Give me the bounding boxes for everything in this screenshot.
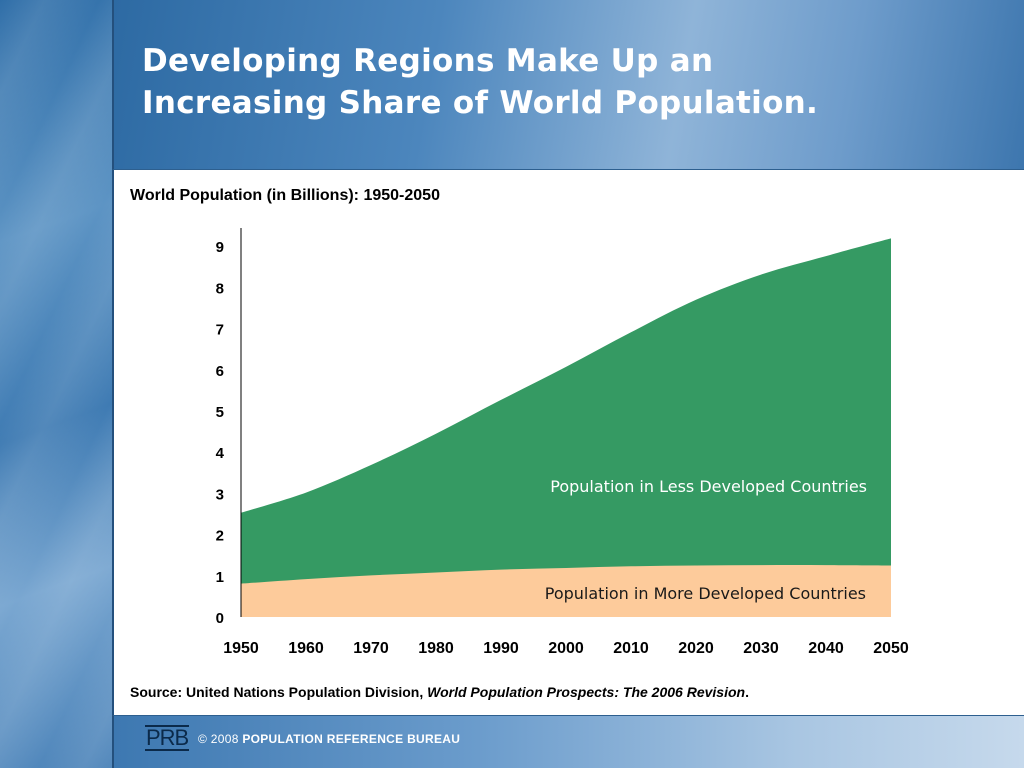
- x-tick-label: 2050: [873, 640, 909, 657]
- header-band: Developing Regions Make Up an Increasing…: [112, 0, 1024, 170]
- x-axis-ticks: 1950 1960 1970 1980 1990 2000 2010 2020 2030 2040…: [223, 640, 909, 657]
- x-tick-label: 1960: [288, 640, 324, 657]
- x-tick-label: 2010: [613, 640, 649, 657]
- source-prefix: Source: United Nations Population Divisi…: [130, 684, 428, 700]
- prb-logo: PRB: [145, 725, 189, 751]
- side-background: [0, 0, 112, 768]
- y-tick-label: 5: [216, 404, 224, 421]
- area-less-developed: [241, 238, 891, 617]
- chart-title: World Population (in Billions): 1950-205…: [130, 187, 440, 204]
- source-title: World Population Prospects: The 2006 Rev…: [427, 684, 746, 700]
- y-tick-label: 3: [216, 486, 224, 503]
- copyright-year: © 2008: [198, 732, 239, 746]
- series-label-more-developed: Population in More Developed Countries: [545, 584, 866, 603]
- y-tick-label: 7: [216, 322, 224, 339]
- y-tick-label: 8: [216, 280, 224, 297]
- x-tick-label: 1990: [483, 640, 519, 657]
- title-line-1: Developing Regions Make Up an: [142, 43, 714, 79]
- x-tick-label: 2030: [743, 640, 779, 657]
- x-tick-label: 1980: [418, 640, 454, 657]
- x-tick-label: 2040: [808, 640, 844, 657]
- x-tick-label: 2020: [678, 640, 714, 657]
- page-title: Developing Regions Make Up an Increasing…: [142, 40, 1002, 124]
- x-tick-label: 1950: [223, 640, 259, 657]
- title-line-2: Increasing Share of World Population.: [142, 85, 819, 121]
- source-suffix: .: [745, 684, 749, 700]
- y-tick-label: 2: [216, 528, 224, 545]
- y-tick-label: 9: [216, 239, 224, 256]
- footer-org-name: POPULATION REFERENCE BUREAU: [242, 732, 461, 746]
- y-tick-label: 4: [216, 445, 225, 462]
- footer-band: [112, 715, 1024, 768]
- footer-copyright: © 2008 POPULATION REFERENCE BUREAU: [198, 732, 460, 746]
- series-label-less-developed: Population in Less Developed Countries: [550, 477, 867, 496]
- source-note: Source: United Nations Population Divisi…: [130, 684, 749, 700]
- x-tick-label: 2000: [548, 640, 584, 657]
- y-tick-label: 0: [216, 610, 224, 627]
- y-axis-ticks: 0 1 2 3 4 5 6 7 8 9: [216, 239, 225, 627]
- area-more-developed: [241, 565, 891, 617]
- y-tick-label: 1: [216, 569, 224, 586]
- y-tick-label: 6: [216, 363, 224, 380]
- x-tick-label: 1970: [353, 640, 389, 657]
